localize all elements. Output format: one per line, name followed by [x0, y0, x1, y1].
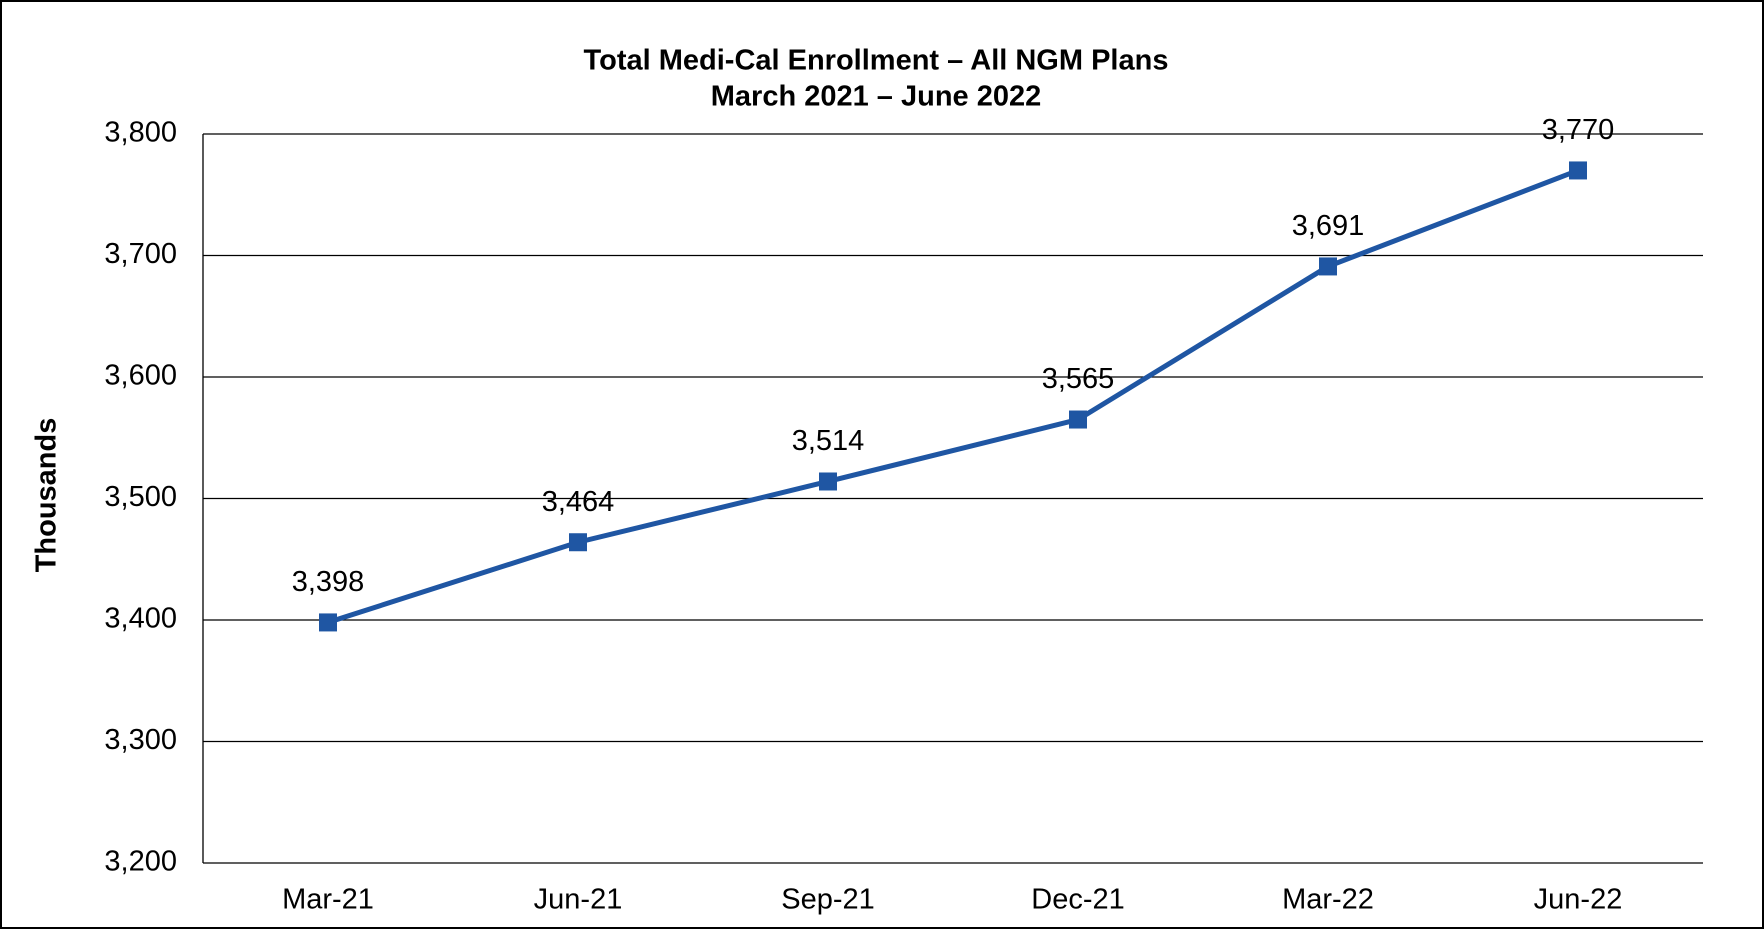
y-tick-label: 3,400 — [104, 603, 177, 635]
x-tick-label: Jun-21 — [534, 884, 623, 916]
y-tick-label: 3,300 — [104, 724, 177, 756]
data-label: 3,398 — [292, 566, 365, 598]
y-tick-label: 3,500 — [104, 481, 177, 513]
y-tick-label: 3,800 — [104, 117, 177, 149]
data-point — [819, 472, 837, 491]
x-tick-label: Mar-22 — [1282, 884, 1374, 916]
data-label: 3,565 — [1042, 363, 1115, 395]
data-label: 3,770 — [1542, 114, 1615, 146]
data-label: 3,464 — [542, 486, 615, 518]
x-tick-label: Sep-21 — [781, 884, 875, 916]
x-tick-label: Dec-21 — [1031, 884, 1125, 916]
data-point — [319, 613, 337, 632]
y-tick-label: 3,600 — [104, 360, 177, 392]
chart-subtitle: March 2021 – June 2022 — [711, 81, 1041, 113]
data-label: 3,514 — [792, 425, 865, 457]
data-point — [1569, 161, 1587, 180]
data-point — [569, 533, 587, 552]
chart-title: Total Medi-Cal Enrollment – All NGM Plan… — [584, 45, 1169, 77]
data-line — [327, 168, 1579, 625]
y-tick-label: 3,700 — [104, 238, 177, 270]
y-tick-label: 3,200 — [104, 846, 177, 878]
data-point — [1319, 257, 1337, 276]
x-tick-label: Mar-21 — [282, 884, 374, 916]
y-axis-label: Thousands — [31, 418, 63, 573]
data-point — [1069, 410, 1087, 429]
x-tick-label: Jun-22 — [1534, 884, 1623, 916]
data-label: 3,691 — [1292, 210, 1365, 242]
